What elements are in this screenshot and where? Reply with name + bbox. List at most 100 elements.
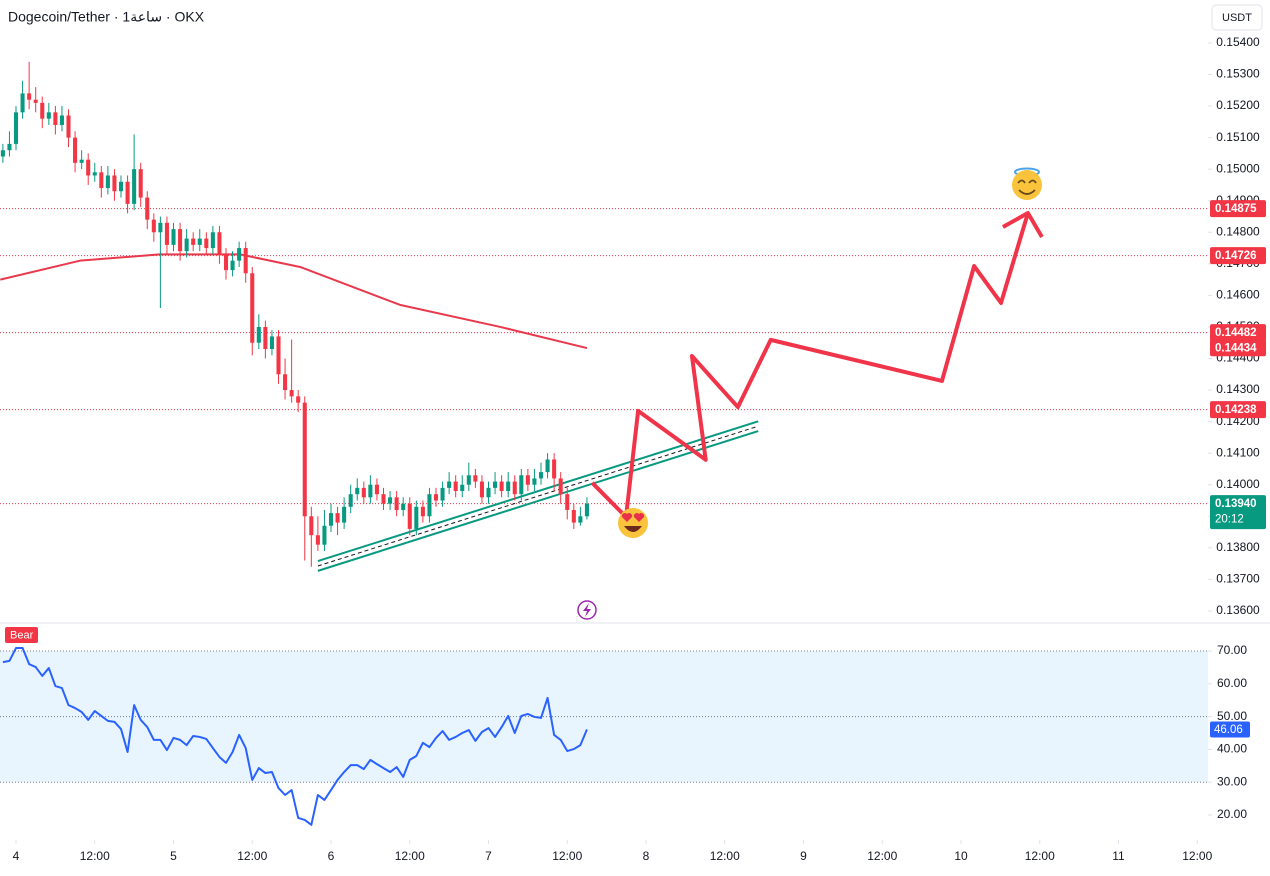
candle-body	[276, 336, 281, 375]
lightning-icon	[577, 600, 597, 620]
rsi-value-label: 46.06	[1214, 724, 1243, 736]
projection-arrowhead	[1001, 211, 1044, 239]
price-tag	[1210, 495, 1266, 530]
candle-body	[256, 326, 261, 343]
candle-body	[79, 159, 84, 163]
x-tick-label: 12:00	[80, 849, 110, 863]
candle-body	[138, 169, 143, 198]
candle-body	[105, 175, 110, 189]
currency-button[interactable]	[1211, 4, 1263, 31]
x-tick-label: 12:00	[710, 849, 740, 863]
signal-tag	[5, 627, 38, 643]
candle-body	[440, 487, 445, 501]
candle-body	[86, 159, 91, 176]
price-tag	[1210, 324, 1266, 342]
candle-body	[538, 472, 544, 479]
price-tag-label: 0.13940	[1215, 498, 1257, 510]
currency-label: USDT	[1222, 12, 1252, 24]
candle-body	[309, 516, 314, 536]
price-tag	[1210, 200, 1266, 218]
y-tick-label: 0.15300	[1216, 67, 1260, 81]
mouth	[1018, 189, 1036, 195]
x-tick-label: 11	[1112, 849, 1125, 863]
y-tick-label: 0.14300	[1216, 382, 1260, 396]
candle-body	[355, 487, 360, 495]
candle-body	[322, 525, 327, 545]
candle-body	[191, 238, 196, 245]
price-tag-label: 0.14875	[1215, 203, 1257, 215]
candle-body	[0, 150, 5, 157]
candle-body	[532, 478, 537, 485]
candle-body	[263, 326, 268, 350]
rsi-value-tag	[1210, 721, 1250, 738]
candle-body	[112, 175, 117, 192]
candle-body	[132, 169, 137, 204]
candle-body	[53, 112, 58, 125]
x-tick-label: 12:00	[237, 849, 267, 863]
eye	[1017, 179, 1037, 184]
candle-body	[145, 197, 150, 220]
y-tick-label: 0.15200	[1216, 98, 1260, 112]
face	[1012, 170, 1042, 200]
candle-body	[519, 475, 524, 495]
emoji-halo	[1012, 167, 1042, 200]
y-tick-label: 0.13600	[1216, 603, 1260, 617]
candle-body	[420, 506, 425, 517]
candle-body	[506, 481, 511, 492]
candle-body	[335, 513, 340, 523]
candle-body	[33, 99, 38, 103]
candle-body	[158, 222, 163, 233]
candle-body	[342, 506, 347, 523]
candle-body	[184, 238, 189, 252]
emoji-heart-eyes	[618, 508, 648, 538]
candle-body	[151, 219, 156, 233]
price-tag-label: 0.14238	[1215, 404, 1257, 416]
countdown-label: 20:12	[1215, 514, 1244, 526]
candle-body	[66, 115, 71, 138]
candle-body	[545, 459, 550, 473]
candle-body	[460, 484, 465, 492]
y-tick-label: 20.00	[1217, 807, 1247, 821]
y-tick-label: 0.15400	[1216, 35, 1260, 49]
candle-body	[453, 481, 458, 492]
candle-body	[223, 254, 229, 271]
candle-body	[197, 238, 202, 245]
candle-body	[401, 503, 406, 510]
price-tag	[1210, 247, 1266, 265]
candle-body	[125, 181, 130, 204]
candle-body	[447, 481, 452, 488]
moving-average	[0, 253, 588, 350]
candle-body	[565, 494, 570, 510]
candle-body	[283, 374, 288, 391]
y-tick-label: 0.15000	[1216, 161, 1260, 175]
y-tick-label: 40.00	[1217, 742, 1247, 756]
y-tick-label: 30.00	[1217, 774, 1247, 788]
candle-body	[315, 535, 320, 545]
candle-body	[289, 390, 294, 397]
price-tag	[1210, 339, 1266, 357]
candle-body	[40, 102, 45, 119]
candle-body	[164, 222, 169, 245]
x-tick-label: 12:00	[552, 849, 582, 863]
candle-body	[374, 484, 379, 495]
candle-body	[92, 172, 97, 176]
candle-body	[243, 248, 248, 274]
candle-body	[368, 484, 373, 498]
candle-body	[525, 475, 530, 485]
candle-body	[296, 396, 301, 403]
candle-body	[27, 93, 32, 100]
x-tick-label: 12:00	[1025, 849, 1055, 863]
y-tick-label: 0.14100	[1216, 445, 1260, 459]
channel-lower	[317, 430, 759, 572]
x-tick-label: 10	[954, 849, 968, 863]
candle-body	[552, 459, 557, 479]
price-tag-label: 0.14482	[1215, 327, 1257, 339]
x-tick-label: 5	[170, 849, 177, 863]
rsi-line	[2, 647, 588, 826]
candle-body	[558, 478, 563, 495]
candle-body	[20, 93, 25, 113]
x-tick-label: 12:00	[867, 849, 897, 863]
y-tick-label: 50.00	[1217, 709, 1247, 723]
candle-body	[479, 481, 484, 498]
